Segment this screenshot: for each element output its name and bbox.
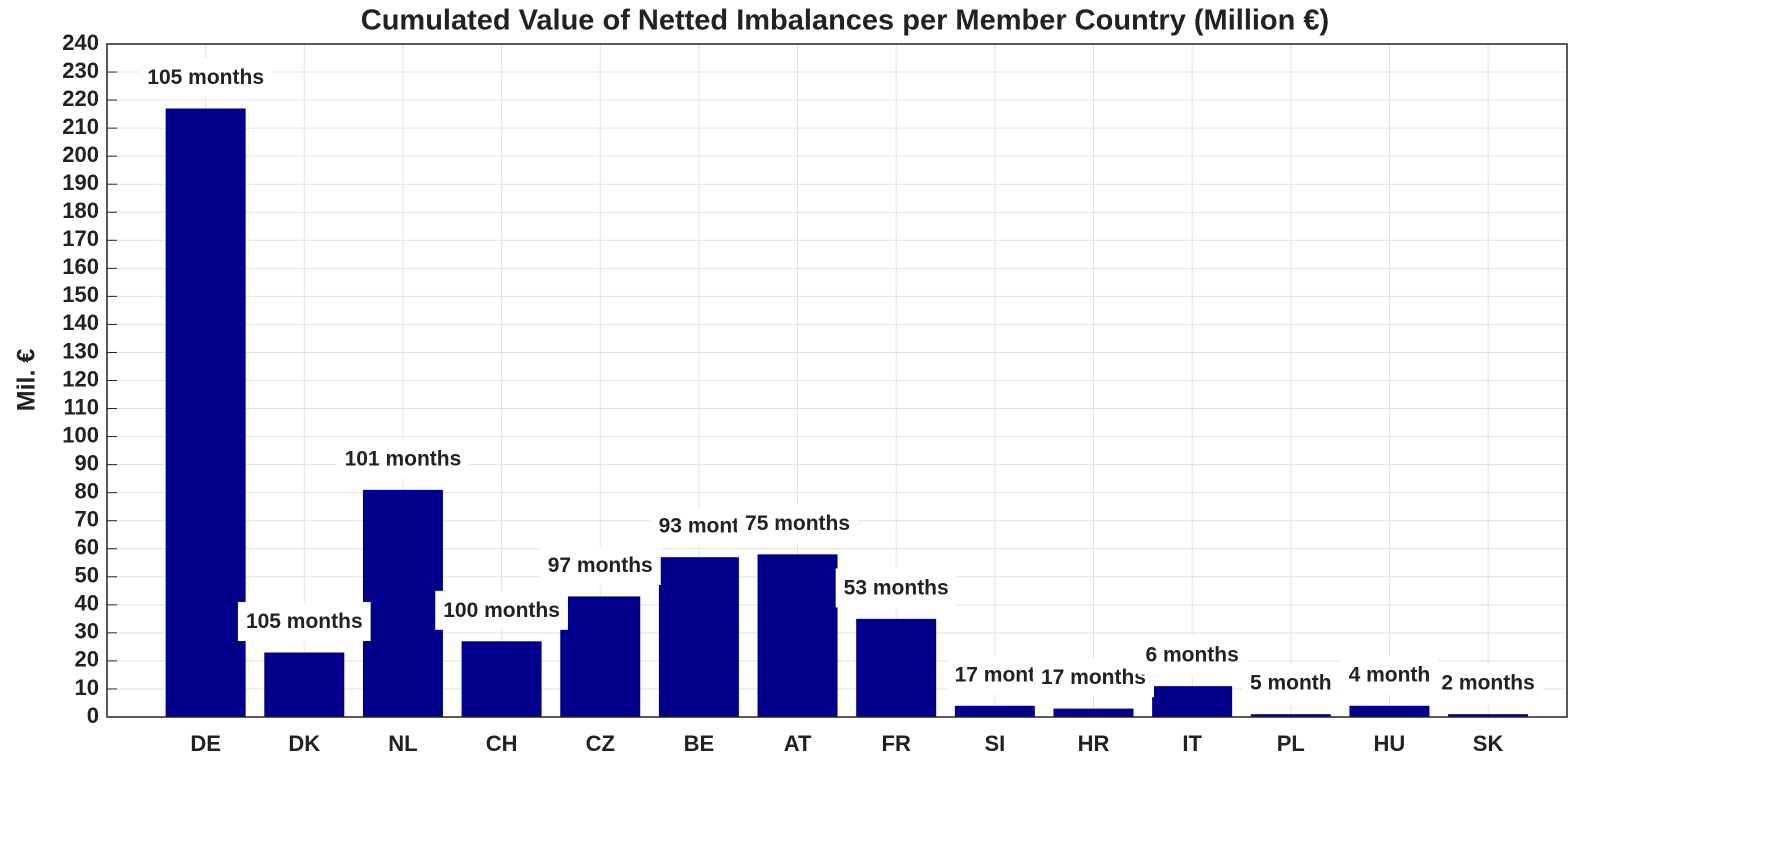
annotation: 2 months [1441,672,1534,695]
annotation: 105 months [246,610,363,633]
annotation-bg [1433,663,1543,703]
y-tick-label: 30 [75,619,99,644]
bar [1152,686,1233,717]
annotation: 97 months [548,554,653,577]
y-tick-label: 160 [62,254,99,279]
y-tick-label: 110 [64,394,100,419]
annotation-bg [539,545,661,585]
y-tick-label: 240 [62,30,99,55]
annotation-bg [650,506,748,546]
y-tick-label: 20 [75,647,99,672]
y-tick-label: 130 [62,338,99,363]
x-tick-label: CZ [586,731,615,756]
y-tick-label: 170 [62,226,99,251]
x-tick-label: PL [1277,731,1305,756]
bar [954,705,1035,717]
bars [165,108,1529,717]
y-tick-label: 10 [75,675,99,700]
x-tick-label: BE [684,731,715,756]
bar [1448,714,1529,717]
y-tick-label: 230 [62,58,99,83]
annotation: 5 month [1250,672,1332,695]
x-tick-label: CH [486,731,518,756]
bar [1053,708,1134,717]
annotation-bg [737,503,859,543]
y-tick-label: 90 [75,450,99,475]
annotation: 75 months [745,512,850,535]
y-axis-label: Mil. € [13,349,41,412]
x-tick-label: SI [984,731,1005,756]
annotation-bg [139,58,273,98]
annotation-bg [336,439,470,479]
x-tick-label: HR [1078,731,1110,756]
y-tick-label: 150 [62,282,99,307]
annotation: 17 months [1041,666,1146,689]
bar [1250,714,1331,717]
x-tick-label: DK [288,731,320,756]
annotation: 53 months [844,576,949,599]
annotations: 105 months 105 months 101 months 100 months… [139,58,1543,703]
bar [658,557,739,717]
y-tick-label: 190 [62,170,99,195]
x-tick-label: HU [1374,731,1406,756]
y-tick-label: 220 [62,86,99,111]
y-tick-label: 40 [75,591,99,616]
bar [560,596,641,717]
annotation: 17 mont [955,663,1036,686]
y-tick-label: 100 [62,422,99,447]
plot-frame [106,43,1568,718]
y-tick-label: 180 [62,198,99,223]
annotation-bg [1340,655,1439,695]
x-tick-label: NL [388,731,417,756]
annotation: 6 months [1145,644,1238,667]
x-tick-label: SK [1473,731,1504,756]
y-tick-label: 120 [62,366,99,391]
annotation-bg [1241,663,1340,703]
annotation: 101 months [345,447,462,470]
x-tick-label: FR [882,731,911,756]
annotation-bg [946,655,1044,695]
y-tick-label: 0 [87,703,99,728]
bar [165,108,246,717]
x-tick-label: DE [190,731,221,756]
annotation: 4 month [1349,663,1431,686]
y-tick-label: 50 [75,563,99,588]
bar [757,554,838,717]
y-tick-label: 70 [75,507,99,532]
annotation-bg [835,568,957,608]
annotation-bg [1137,635,1247,675]
bar [362,489,443,717]
annotation-bg [435,590,568,630]
x-tick-label: IT [1182,731,1202,756]
annotation-bg [1032,658,1155,698]
y-tick-label: 80 [75,478,99,503]
annotation: 100 months [443,599,560,622]
annotation: 105 months [147,66,264,89]
chart-title: Cumulated Value of Netted Imbalances per… [361,5,1329,37]
x-tick-label: AT [784,731,812,756]
bar [264,652,345,717]
y-tick-label: 140 [62,310,99,335]
annotation-bg [237,602,371,642]
bar [1349,705,1430,717]
bar [461,641,542,717]
y-tick-label: 200 [62,142,99,167]
bar [856,618,937,717]
y-tick-label: 210 [62,114,99,139]
y-tick-label: 60 [75,535,99,560]
annotation: 93 mont [659,515,740,538]
grid [107,43,1567,718]
